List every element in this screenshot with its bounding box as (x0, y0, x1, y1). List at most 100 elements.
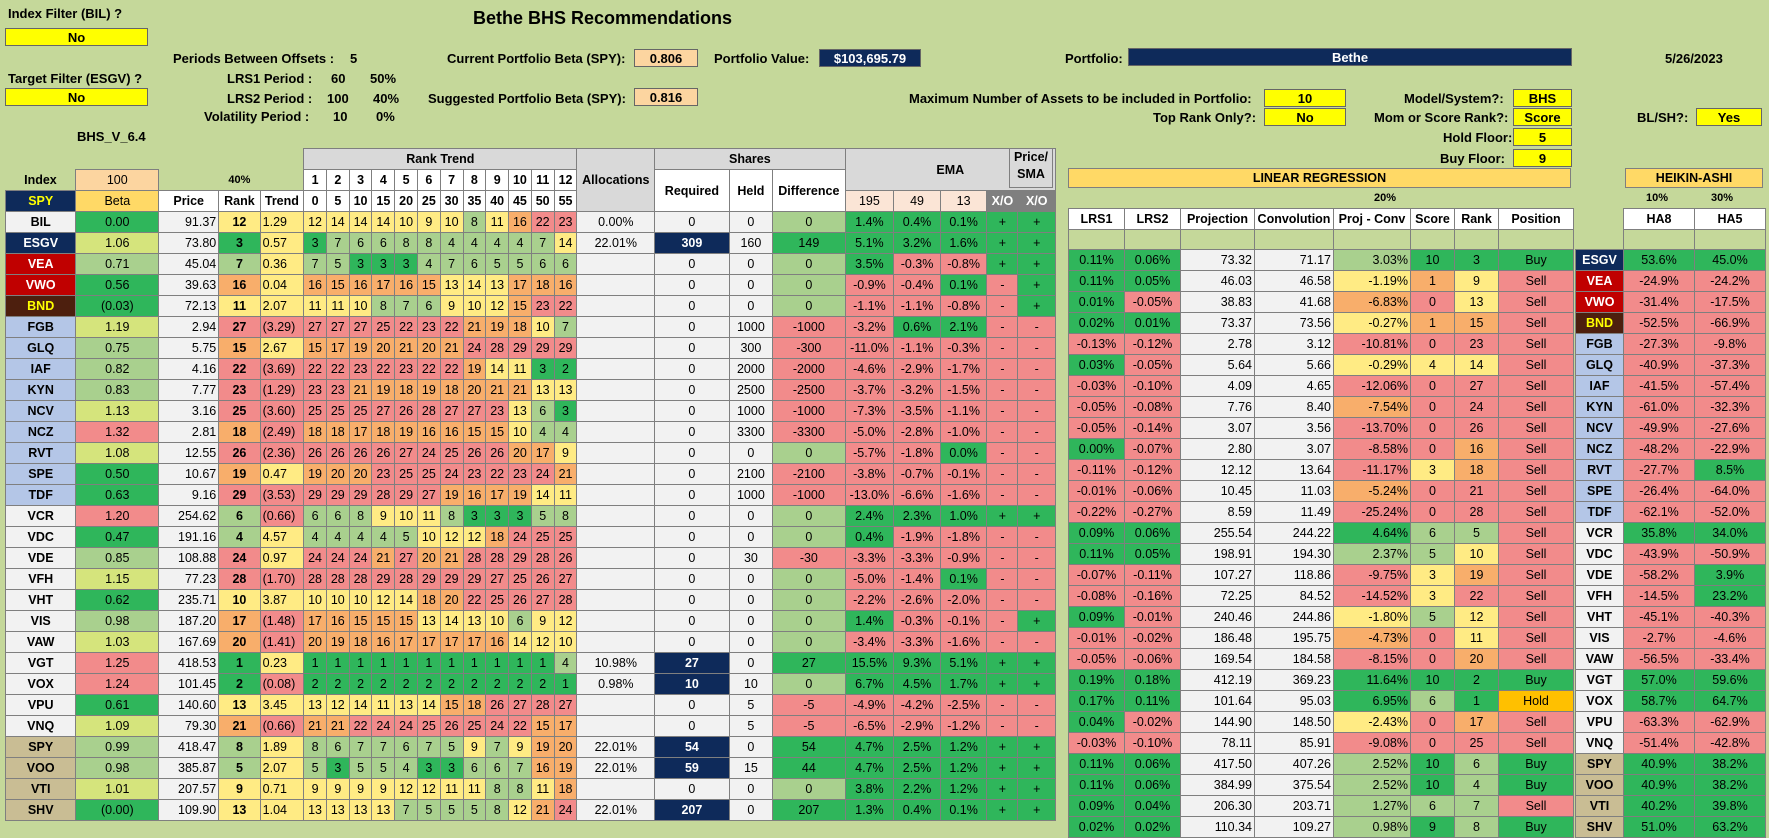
price-cell: 45.04 (158, 253, 220, 275)
score-cell: 0 (1410, 417, 1455, 439)
rank-trend-cell: 18 (462, 694, 487, 716)
target-filter-value[interactable]: No (5, 88, 148, 106)
required-cell: 0 (654, 253, 730, 275)
trend-cell: 1.29 (259, 211, 305, 233)
lr-row: 0.11% 0.06% 417.50 407.26 2.52% 10 6 Buy (1068, 753, 1574, 775)
rank-trend-cell: 5 (348, 757, 373, 779)
ha8-cell: -48.2% (1623, 438, 1695, 460)
lr-rank-cell: 4 (1454, 774, 1499, 796)
ha8-cell: -2.7% (1623, 627, 1695, 649)
top-rank-value[interactable]: No (1264, 108, 1346, 126)
ema-49-cell: -0.3% (893, 253, 941, 275)
rt-num-9: 9 (485, 169, 510, 191)
index-filter-value[interactable]: No (5, 28, 148, 46)
proj-conv-cell: -7.54% (1333, 396, 1411, 418)
rank-trend-cell: 29 (371, 568, 396, 590)
rank-trend-cell: 16 (530, 757, 555, 779)
model-label: Model/System?: (1404, 91, 1504, 106)
rank-trend-cell: 5 (530, 505, 555, 527)
ha5-cell: -42.8% (1694, 732, 1766, 754)
rank-trend-cell: 13 (303, 694, 327, 716)
rank-trend-cell: 25 (371, 316, 396, 338)
hold-floor-value[interactable]: 5 (1513, 128, 1572, 146)
ha-row: SPY 40.9% 38.2% (1575, 753, 1766, 775)
rank-trend-cell: 18 (371, 421, 396, 443)
rank-trend-cell: 20 (553, 736, 578, 758)
rank-trend-cell: 18 (439, 379, 464, 401)
rank-trend-cell: 21 (439, 337, 464, 359)
ha-ticker-cell: VDE (1575, 564, 1624, 586)
mom-value[interactable]: Score (1513, 108, 1572, 126)
ha-ticker-cell: NCZ (1575, 438, 1624, 460)
score-cell: 0 (1410, 480, 1455, 502)
rank-trend-cell: 24 (439, 463, 464, 485)
lrs2-cell: -0.05% (1124, 354, 1181, 376)
position-cell (1498, 229, 1574, 250)
trend-cell: 3.45 (259, 694, 305, 716)
rank-trend-cell: 5 (325, 253, 350, 275)
ha8-cell: -26.4% (1623, 480, 1695, 502)
ticker-cell: VDC (4, 526, 77, 548)
projection-cell: 2.80 (1180, 438, 1255, 460)
lr-rank-cell (1454, 229, 1499, 250)
proj-conv-cell: 6.95% (1333, 690, 1411, 712)
lrs2-cell: -0.02% (1124, 627, 1181, 649)
position-cell: Sell (1498, 522, 1574, 544)
ha8-cell: 51.0% (1623, 816, 1695, 838)
lrs2-cell: -0.16% (1124, 585, 1181, 607)
rank-cell: 19 (218, 463, 261, 485)
rank-trend-cell: 3 (371, 253, 396, 275)
rank-cell: 15 (218, 337, 261, 359)
difference-cell: 44 (772, 757, 846, 779)
rank-trend-cell: 10 (416, 526, 441, 548)
lrs2-cell: -0.12% (1124, 333, 1181, 355)
ticker-cell: ESGV (4, 232, 77, 254)
rank-trend-cell: 18 (303, 421, 327, 443)
rank-trend-cell: 11 (508, 358, 532, 380)
allocation-cell (576, 610, 656, 632)
trend-cell: (3.60) (259, 400, 305, 422)
portfolio-name[interactable]: Bethe (1128, 48, 1572, 66)
buy-floor-value[interactable]: 9 (1513, 149, 1572, 167)
rank-trend-cell: 12 (530, 631, 555, 653)
ticker-cell: VNQ (4, 715, 77, 737)
ha-col-ha8: HA8 (1623, 208, 1695, 230)
difference-cell: 0 (772, 568, 846, 590)
ema-13-cell: 1.7% (939, 673, 988, 695)
ha-row: GLQ -40.9% -37.3% (1575, 354, 1766, 376)
rank-trend-cell: 7 (485, 736, 510, 758)
trend-cell: 2.07 (259, 757, 305, 779)
model-value[interactable]: BHS (1513, 89, 1572, 107)
rank-trend-cell: 22 (530, 211, 555, 233)
difference-cell: -3300 (772, 421, 846, 443)
xo-cell: + (986, 652, 1019, 674)
rank-trend-cell: 12 (485, 295, 510, 317)
ha-ticker-cell: SPE (1575, 480, 1624, 502)
ha5-cell: 34.0% (1694, 522, 1766, 544)
rank-trend-cell: 6 (325, 736, 350, 758)
rank-trend-cell: 14 (416, 694, 441, 716)
rank-trend-cell: 14 (462, 274, 487, 296)
blsh-value[interactable]: Yes (1696, 108, 1762, 126)
ema-13-cell: -0.1% (939, 463, 988, 485)
rank-trend-cell: 22 (416, 358, 441, 380)
index-header: Index (24, 172, 57, 187)
beta-cell: 1.15 (75, 568, 160, 590)
price-cell: 191.16 (158, 526, 220, 548)
lrs1-cell: -0.05% (1068, 648, 1125, 670)
rank-trend-cell: 6 (485, 757, 510, 779)
score-cell: 0 (1410, 396, 1455, 418)
rank-trend-cell: 12 (371, 589, 396, 611)
proj-conv-cell: -4.73% (1333, 627, 1411, 649)
rank-trend-cell: 12 (303, 211, 327, 233)
required-cell: 0 (654, 274, 730, 296)
score-cell: 1 (1410, 270, 1455, 292)
rank-trend-cell: 28 (303, 568, 327, 590)
required-cell: 207 (654, 799, 730, 821)
max-assets-value[interactable]: 10 (1264, 89, 1346, 107)
held-cell: 2100 (728, 463, 774, 485)
ticker-cell: TDF (4, 484, 77, 506)
score-cell: 6 (1410, 690, 1455, 712)
rank-trend-cell: 23 (303, 379, 327, 401)
trend-cell: (1.29) (259, 379, 305, 401)
